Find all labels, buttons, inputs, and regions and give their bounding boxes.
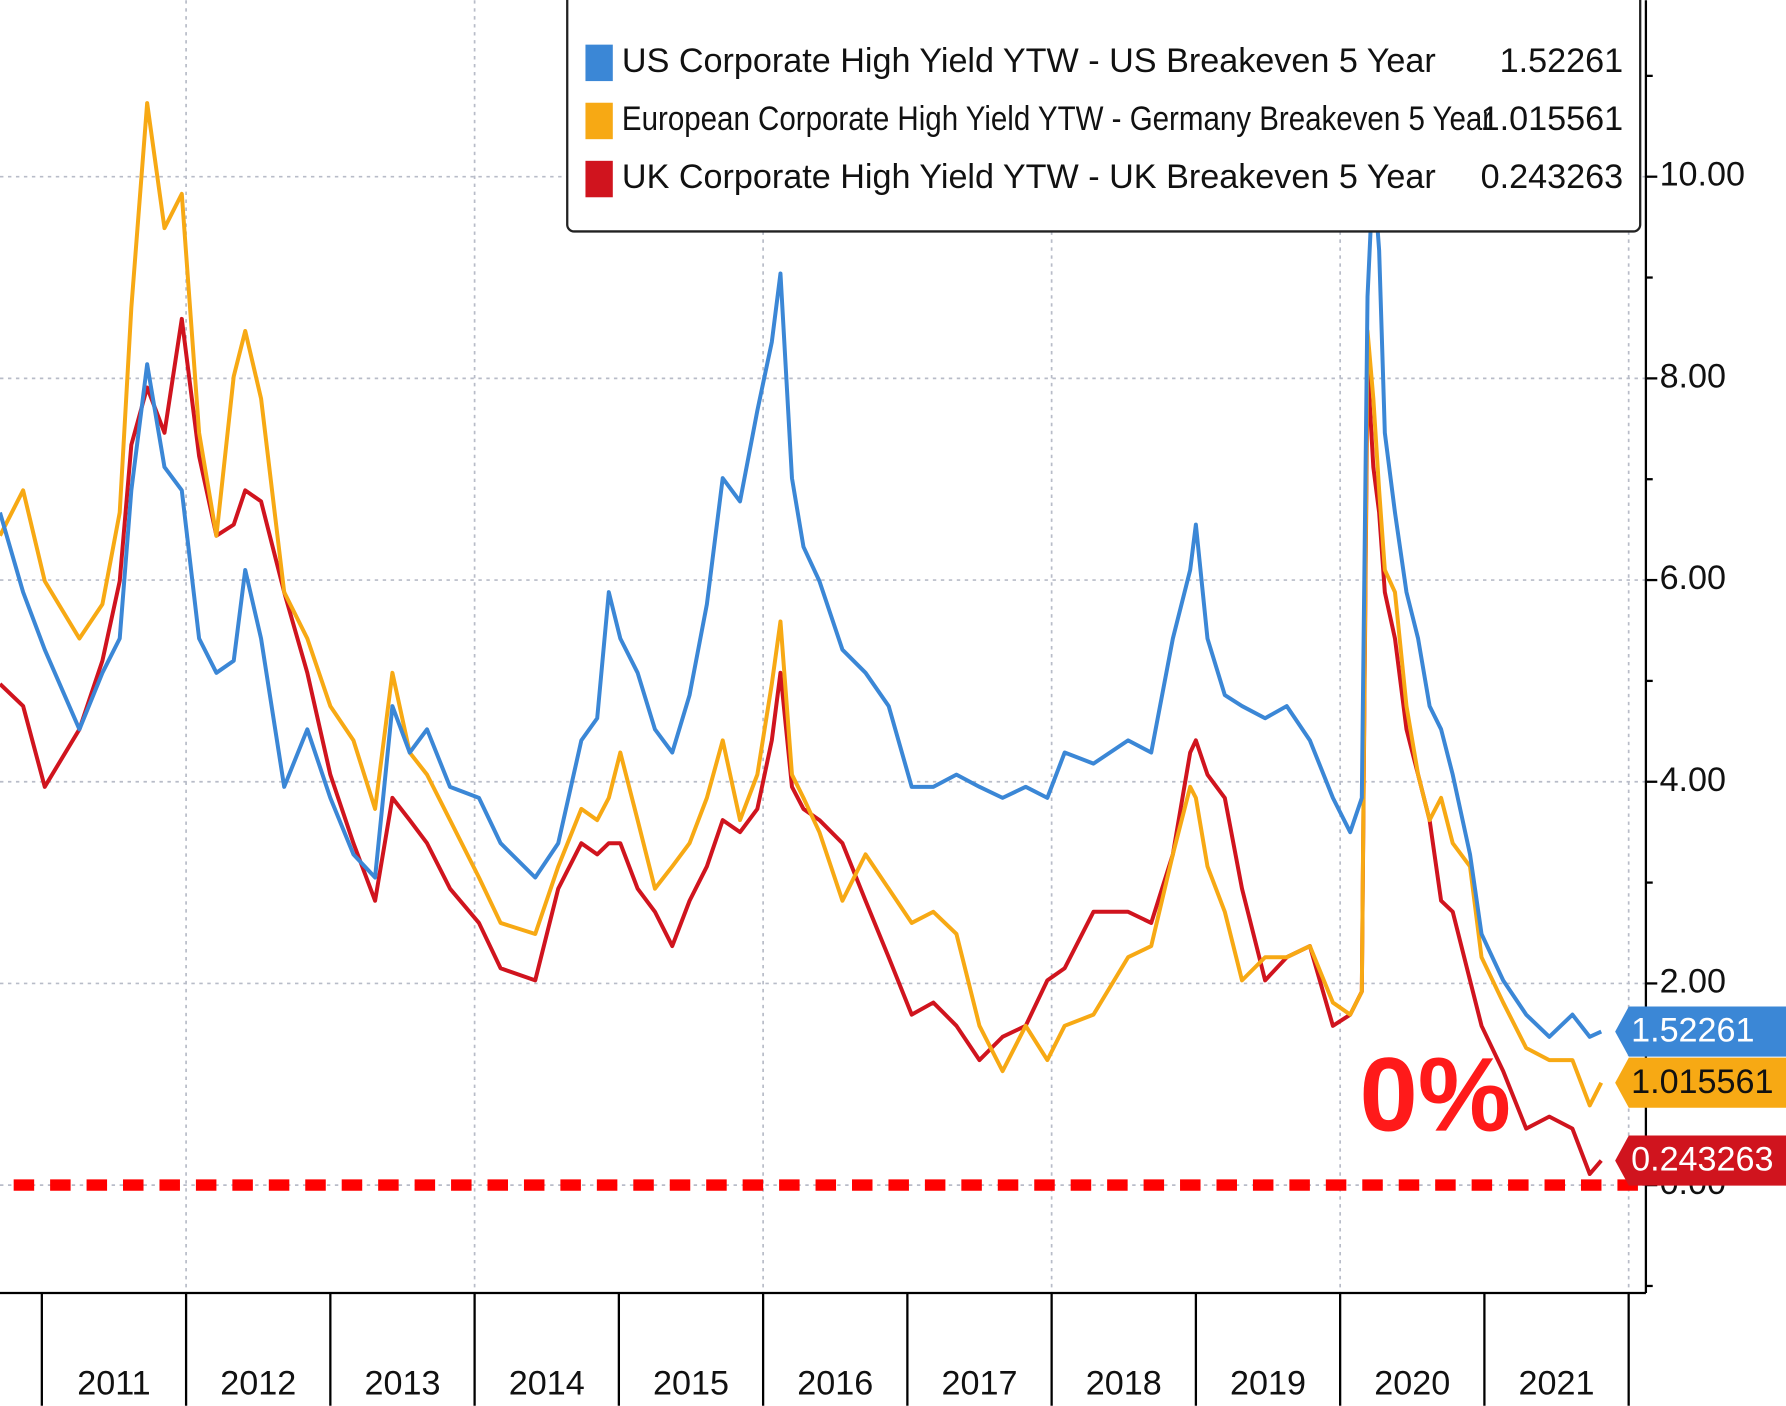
legend: US Corporate High Yield YTW - US Breakev… — [566, 0, 1642, 233]
x-tick-label: 2016 — [797, 1364, 873, 1402]
legend-label: UK Corporate High Yield YTW - UK Breakev… — [622, 158, 1436, 196]
x-tick-label: 2012 — [220, 1364, 296, 1402]
value-tag-label: 1.52261 — [1631, 1012, 1754, 1050]
value-tag-label: 0.243263 — [1631, 1141, 1773, 1179]
axes: 0.002.004.006.008.0010.00201120122013201… — [0, 0, 1745, 1406]
x-tick-label: 2020 — [1374, 1364, 1450, 1402]
series-line — [0, 101, 1604, 1108]
legend-value: 1.52261 — [1500, 42, 1623, 80]
y-tick-label: 10.00 — [1660, 156, 1745, 194]
legend-value: 1.015561 — [1481, 100, 1623, 138]
y-tick-label: 2.00 — [1660, 962, 1726, 1000]
legend-label: US Corporate High Yield YTW - US Breakev… — [622, 42, 1436, 80]
value-tags: 1.52261 1.015561 0.243263 — [1615, 1006, 1786, 1186]
x-tick-label: 2011 — [77, 1364, 150, 1402]
legend-label: European Corporate High Yield YTW - Germ… — [622, 100, 1492, 138]
legend-swatch — [585, 44, 613, 82]
x-tick-label: 2019 — [1230, 1364, 1306, 1402]
legend-swatch — [585, 160, 613, 198]
series-line — [0, 168, 1603, 1039]
x-tick-label: 2013 — [364, 1364, 440, 1402]
value-tag-label: 1.015561 — [1631, 1063, 1773, 1101]
value-tag — [1615, 1135, 1786, 1186]
legend-value: 0.243263 — [1481, 158, 1623, 196]
y-tick-label: 6.00 — [1660, 559, 1726, 597]
value-tag — [1615, 1006, 1786, 1057]
x-tick-label: 2018 — [1086, 1364, 1162, 1402]
y-tick-label: 8.00 — [1660, 357, 1726, 395]
x-tick-label: 2017 — [942, 1364, 1018, 1402]
legend-box — [566, 0, 1642, 233]
x-tick-label: 2014 — [509, 1364, 585, 1402]
annotation: 0% — [1359, 1036, 1510, 1153]
legend-swatch — [585, 102, 613, 140]
x-tick-label: 2021 — [1519, 1364, 1595, 1402]
value-tag — [1615, 1057, 1786, 1108]
lines — [0, 101, 1641, 1191]
x-tick-label: 2015 — [653, 1364, 729, 1402]
y-tick-label: 4.00 — [1660, 761, 1726, 799]
